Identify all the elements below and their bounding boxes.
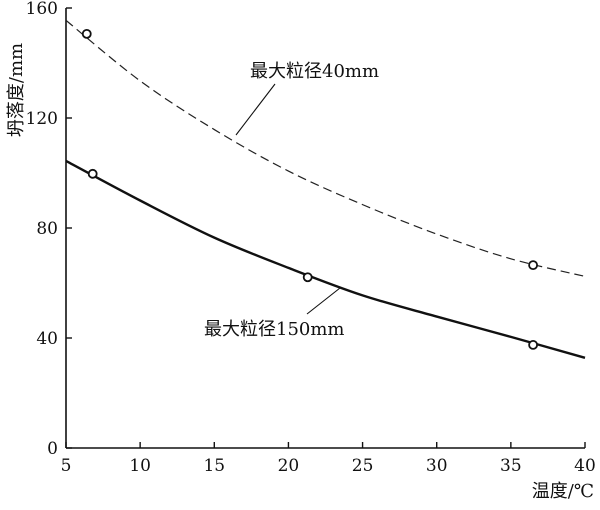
x-tick-label: 30 bbox=[426, 456, 448, 476]
ticks: 5 10 15 20 25 30 35 40 0 40 80 120 160 bbox=[26, 0, 596, 476]
x-tick-label: 15 bbox=[203, 456, 225, 476]
series bbox=[65, 19, 586, 359]
data-point bbox=[528, 339, 538, 350]
x-tick-label: 40 bbox=[574, 456, 596, 476]
data-point bbox=[81, 28, 92, 39]
x-tick-label: 35 bbox=[500, 456, 522, 476]
y-tick-label: 120 bbox=[26, 109, 58, 129]
series-line bbox=[65, 19, 586, 277]
series-label-150mm: 最大粒径150mm bbox=[204, 319, 345, 340]
leader-line-150mm bbox=[306, 287, 341, 315]
y-tick-label: 40 bbox=[36, 329, 58, 349]
series-label-40mm: 最大粒径40mm bbox=[250, 61, 379, 82]
annotation-leaders bbox=[235, 83, 341, 315]
y-axis-title: 坍落度/mm bbox=[6, 43, 27, 137]
data-point bbox=[87, 168, 98, 179]
y-tick-label: 80 bbox=[36, 219, 58, 239]
x-tick-label: 20 bbox=[278, 456, 300, 476]
leader-line-40mm bbox=[235, 83, 276, 136]
y-tick-label: 160 bbox=[26, 0, 58, 19]
y-tick-label: 0 bbox=[47, 439, 58, 459]
series-1 bbox=[65, 159, 586, 359]
x-tick-label: 10 bbox=[129, 456, 151, 476]
labels: 温度/℃ 坍落度/mm 最大粒径40mm 最大粒径150mm bbox=[6, 43, 594, 502]
x-tick-label: 25 bbox=[352, 456, 374, 476]
series-line bbox=[65, 159, 586, 359]
data-point bbox=[302, 272, 313, 283]
x-axis-title: 温度/℃ bbox=[532, 481, 594, 502]
x-tick-label: 5 bbox=[61, 456, 72, 476]
series-0 bbox=[65, 19, 586, 277]
data-point bbox=[528, 260, 538, 271]
